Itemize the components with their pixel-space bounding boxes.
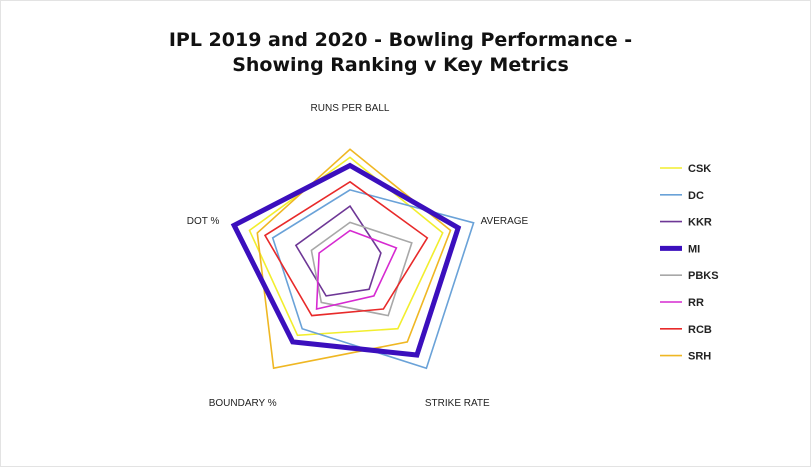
series-line-pbks [310,221,413,317]
axis-label-layer: RUNS PER BALL AVERAGE STRIKE RATE BOUNDARY … [187,103,529,409]
legend-label-dc: DC [688,190,704,202]
legend-label-kkr: KKR [688,217,712,229]
legend-label-pbks: PBKS [688,270,719,282]
chart-title-line-1: IPL 2019 and 2020 - Bowling Performance … [168,29,633,51]
series-line-mi [230,162,462,358]
series-line-srh [256,148,452,370]
series-line-rr [315,229,398,311]
legend-label-mi: MI [688,243,700,255]
legend-label-csk: CSK [688,163,711,175]
legend-label-srh: SRH [688,351,711,363]
series-line-csk [248,156,444,337]
chart-title: IPL 2019 and 2020 - Bowling Performance … [0,28,801,78]
chart-title-line-2: Showing Ranking v Key Metrics [232,54,569,76]
legend: CSK DC KKR MI PBKS RR RCB SRH [660,163,719,363]
axis-label-boundary: BOUNDARY % [209,398,277,409]
series-line-rcb [263,180,429,317]
axis-label-runs-per-ball: RUNS PER BALL [311,103,390,114]
legend-label-rcb: RCB [688,324,712,336]
axis-label-dot: DOT % [187,216,220,227]
axis-label-strike-rate: STRIKE RATE [425,398,490,409]
series-layer [230,148,475,370]
series-line-kkr [294,204,382,297]
axis-label-average: AVERAGE [481,216,529,227]
legend-label-rr: RR [688,297,704,309]
